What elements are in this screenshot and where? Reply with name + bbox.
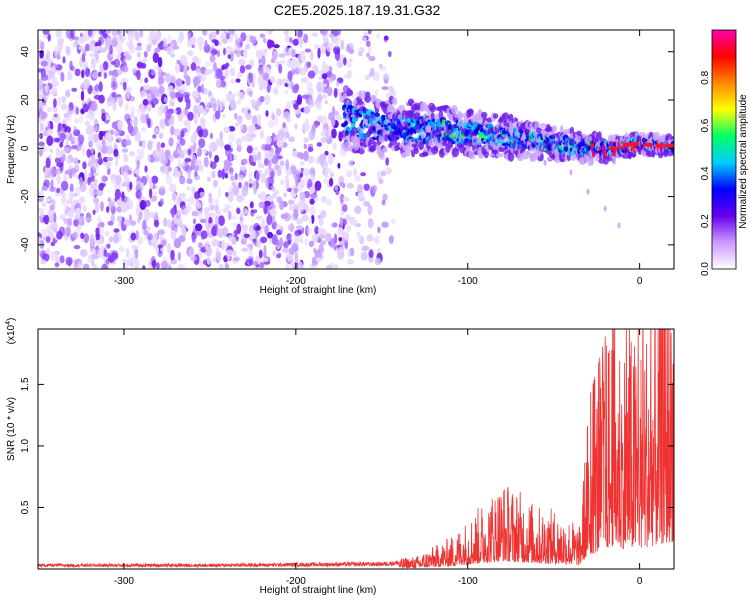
colorbar-tick-label: 0.0 — [700, 262, 711, 276]
spectrogram-y-tick-label: -40 — [20, 237, 31, 252]
snr-series — [38, 329, 674, 569]
snr-y-axis-label: SNR (10 * v/v) — [6, 397, 17, 461]
spectrogram-x-tick-label: -100 — [458, 276, 478, 287]
colorbar-tick-label: 0.2 — [700, 214, 711, 228]
spectrogram-y-axis-label: Frequency (Hz) — [6, 115, 17, 184]
snr-x-tick-label: 0 — [637, 576, 643, 587]
snr-x-tick-label: -300 — [114, 576, 134, 587]
snr-x-axis-label: Height of straight line (km) — [260, 585, 377, 596]
spectrogram-y-tick-label: 40 — [20, 46, 31, 58]
snr-y-multiplier-base: (x10 — [6, 324, 17, 344]
colorbar-label: Normalized spectral amplitude — [738, 94, 749, 229]
colorbar-gradient — [711, 29, 737, 270]
spectrogram-x-tick-label: -300 — [114, 276, 134, 287]
snr-x-tick-label: -100 — [458, 576, 478, 587]
colorbar-tick-label: 0.6 — [700, 118, 711, 132]
spectrogram-heatmap — [38, 30, 674, 269]
colorbar: 0.0 0.2 0.4 0.6 0.8 Normalized spectral ampl… — [700, 29, 749, 276]
snr-x-tick-label: -200 — [286, 576, 306, 587]
snr-y-tick-label: 1.5 — [20, 377, 31, 391]
snr-panel: -300 -200 -100 0 0.5 1.0 1.5 Height of straigh… — [5, 318, 675, 596]
colorbar-tick-label: 0.8 — [700, 70, 711, 84]
spectrogram-x-tick-label: -200 — [286, 276, 306, 287]
snr-y-tick-label: 0.5 — [20, 500, 31, 514]
spectrogram-x-tick-label: 0 — [637, 276, 643, 287]
snr-y-multiplier: (x104) — [5, 318, 17, 345]
spectrogram-y-tick-label: 0 — [20, 145, 31, 151]
colorbar-tick-label: 0.4 — [700, 166, 711, 180]
chart-title: C2E5.2025.187.19.31.G32 — [274, 2, 441, 18]
snr-y-multiplier-exponent: 4 — [5, 321, 12, 325]
spectrogram-y-tick-label: -20 — [20, 189, 31, 204]
snr-frame — [37, 328, 675, 570]
spectrogram-y-tick-label: 20 — [20, 94, 31, 106]
snr-y-tick-label: 1.0 — [20, 439, 31, 453]
spectrogram-frame — [37, 29, 675, 270]
spectrogram-x-axis-label: Height of straight line (km) — [260, 285, 377, 296]
snr-y-multiplier-close: ) — [6, 318, 17, 321]
